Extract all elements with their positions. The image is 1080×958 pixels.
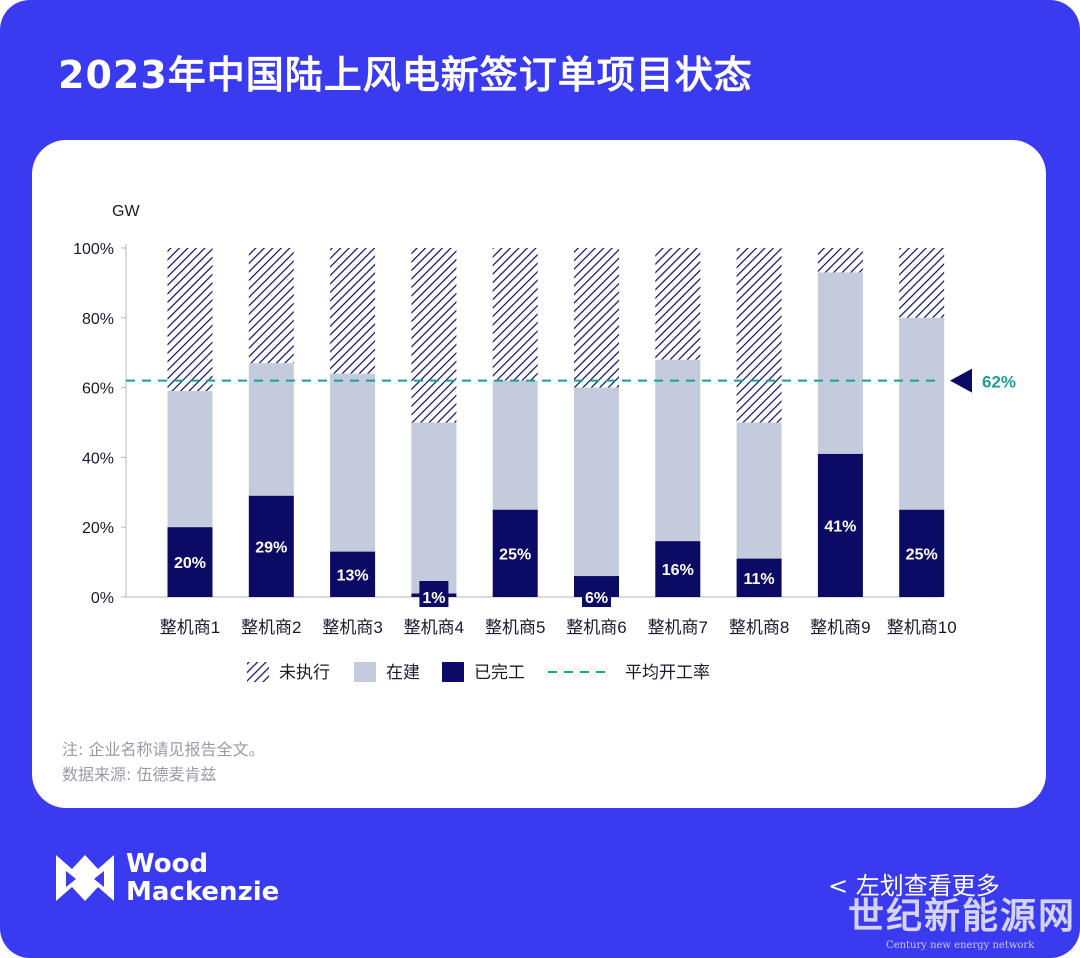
legend-label-not-started: 未执行 — [279, 663, 330, 682]
y-tick-label: 60% — [82, 381, 114, 398]
bar-segment-not-started — [574, 248, 619, 388]
legend-swatch-under-construction — [354, 662, 376, 682]
note-data-source: 数据来源: 伍德麦肯兹 — [62, 765, 217, 784]
watermark: 世纪新能源网 — [848, 895, 1077, 937]
data-label: 13% — [337, 567, 369, 584]
wood-mackenzie-logo-icon — [56, 855, 114, 901]
y-tick-label: 0% — [91, 590, 114, 607]
bar-segment-completed — [899, 509, 945, 597]
swipe-hint[interactable]: < 左划查看更多 — [828, 872, 1000, 900]
bar-segment-under-construction — [330, 373, 376, 552]
bar-segment-not-started — [167, 248, 213, 392]
x-axis-labels: 整机商1 整机商2 整机商3 整机商4 整机商5 整机商6 整机商7 整机商8 整机商9 整机商1… — [160, 618, 957, 637]
bar-segment-not-started — [655, 248, 701, 360]
bar-segment-under-construction — [167, 391, 213, 528]
data-label: 29% — [255, 539, 287, 556]
legend: 未执行 在建 已完工 平均开工率 — [247, 662, 710, 682]
bar-segment-not-started — [736, 248, 782, 423]
legend-label-average: 平均开工率 — [625, 663, 710, 682]
x-category-label: 整机商5 — [485, 618, 545, 637]
data-label: 41% — [824, 518, 856, 535]
bar-segment-completed — [330, 551, 376, 597]
y-tick-label: 80% — [82, 311, 114, 328]
data-label: 25% — [499, 546, 531, 563]
x-category-label: 整机商6 — [566, 618, 626, 637]
bar-segment-not-started — [817, 248, 863, 273]
legend-swatch-completed — [442, 662, 464, 682]
bar-segment-under-construction — [574, 387, 619, 577]
data-label-background — [419, 581, 449, 607]
reference-line-label: 62% — [982, 373, 1016, 392]
bar-segment-under-construction — [411, 422, 457, 594]
legend-swatch-not-started — [247, 662, 269, 682]
watermark-subtitle: Century new energy network — [886, 940, 1035, 951]
y-tick-label: 40% — [82, 450, 114, 467]
data-label: 11% — [744, 571, 775, 588]
bar-segment-not-started — [248, 248, 294, 364]
bar-segment-not-started — [492, 248, 538, 381]
bar-segment-under-construction — [655, 359, 701, 542]
reference-marker-icon — [950, 368, 972, 393]
y-tick-label: 20% — [82, 520, 114, 537]
y-tick-label: 100% — [73, 241, 114, 258]
brand-name: Wood Mackenzie — [126, 850, 279, 906]
bar-segment-completed — [736, 558, 782, 597]
bar-segment-under-construction — [248, 363, 294, 496]
x-category-label: 整机商1 — [160, 618, 220, 637]
data-label: 16% — [662, 562, 694, 579]
bar-segment-completed — [817, 453, 863, 597]
bar-segment-not-started — [411, 248, 457, 423]
bar-chart: GW 0% 20% 40% 60% 80% 100% 20% 29% 13% 1% 25% 6% 16… — [73, 203, 1016, 682]
brand-line-2: Mackenzie — [126, 877, 280, 907]
x-category-label: 整机商7 — [648, 618, 708, 637]
bar-segment-under-construction — [817, 272, 863, 454]
bar-segment-completed — [248, 495, 294, 597]
bar-segment-under-construction — [736, 422, 782, 559]
legend-label-under-construction: 在建 — [386, 663, 420, 682]
bar-segment-not-started — [330, 248, 376, 374]
x-category-label: 整机商10 — [887, 618, 957, 637]
data-label: 20% — [174, 555, 206, 572]
x-category-label: 整机商8 — [729, 618, 789, 637]
data-label: 6% — [585, 590, 608, 607]
x-category-label: 整机商3 — [322, 618, 382, 637]
data-label: 1% — [422, 590, 445, 607]
bar-segment-not-started — [899, 248, 945, 318]
bar-segment-completed — [492, 509, 538, 597]
x-category-label: 整机商9 — [810, 618, 870, 637]
bar-segment-under-construction — [492, 380, 538, 510]
y-axis-unit: GW — [112, 203, 140, 220]
brand-line-1: Wood — [126, 849, 209, 879]
x-category-label: 整机商2 — [241, 618, 301, 637]
legend-label-completed: 已完工 — [474, 663, 525, 682]
note-company-names: 注: 企业名称请见报告全文。 — [62, 740, 265, 759]
bars-group: 20% 29% 13% 1% 25% 6% 16% 11% 41% 25% — [167, 248, 945, 607]
reference-line-group: 62% — [126, 368, 1016, 393]
page-title: 2023年中国陆上风电新签订单项目状态 — [58, 53, 753, 97]
data-label-background — [582, 581, 611, 607]
bar-segment-completed — [655, 541, 701, 597]
bar-segment-under-construction — [899, 317, 945, 510]
chart-card: GW 0% 20% 40% 60% 80% 100% 20% 29% 13% 1% 25% 6% 16… — [32, 140, 1046, 808]
x-category-label: 整机商4 — [404, 618, 464, 637]
data-label: 25% — [906, 546, 938, 563]
bar-segment-completed — [167, 527, 213, 597]
